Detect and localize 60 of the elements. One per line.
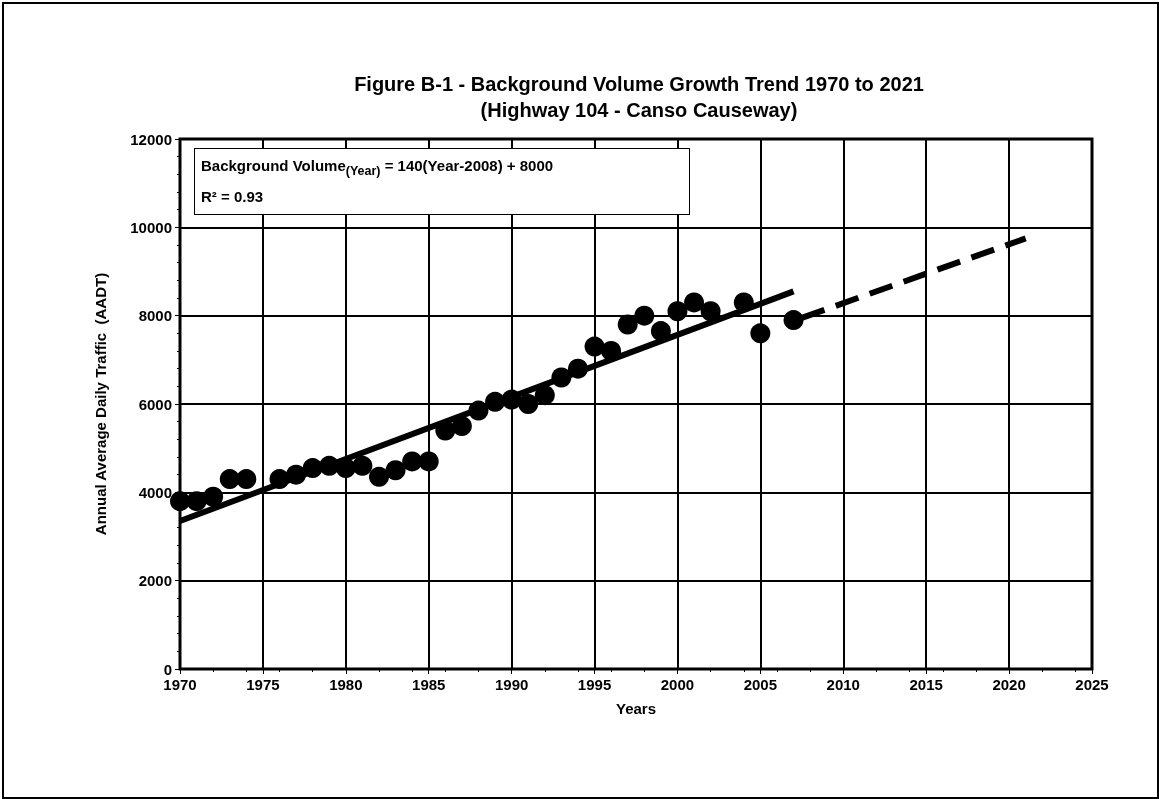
point xyxy=(667,301,688,322)
y-tick-label: 8000 xyxy=(138,307,172,325)
point xyxy=(567,358,588,379)
point xyxy=(485,391,506,412)
point xyxy=(783,310,804,331)
point xyxy=(302,458,323,479)
point xyxy=(733,292,754,313)
point xyxy=(750,323,771,344)
point xyxy=(203,486,224,507)
point xyxy=(468,400,489,421)
point xyxy=(418,451,439,472)
y-tick-label: 4000 xyxy=(138,483,172,501)
annotation: R² = 0.93 xyxy=(201,187,265,207)
point xyxy=(319,455,340,476)
y-tick-label: 2000 xyxy=(138,572,172,590)
point xyxy=(551,367,572,388)
point xyxy=(402,451,423,472)
point xyxy=(435,420,456,441)
x-tick-label: 1995 xyxy=(577,676,612,693)
x-tick-label: 1990 xyxy=(494,676,529,693)
point xyxy=(501,389,522,410)
point xyxy=(584,336,605,357)
y-tick-label: 6000 xyxy=(138,395,172,413)
x-tick-label: 1970 xyxy=(163,676,197,693)
x-tick-label: 1980 xyxy=(329,676,363,693)
point xyxy=(369,466,389,487)
x-tick-label: 1975 xyxy=(246,676,280,693)
point xyxy=(684,292,705,313)
y-tick-label: 10000 xyxy=(130,218,172,236)
point xyxy=(634,305,655,326)
point xyxy=(617,314,638,335)
point xyxy=(650,321,671,342)
point xyxy=(385,460,406,481)
point xyxy=(518,394,539,414)
point xyxy=(236,469,257,490)
equation-box: Background Volume$_{(Year)}$ = 140(Year-2008) + 8000 R² = 0.93 xyxy=(194,148,690,215)
chart-title: Figure B-1 - Background Volume Growth Trend 1970 to 2021 (Highway 104 - Canso Causeway) xyxy=(354,73,924,121)
point xyxy=(170,491,190,512)
point xyxy=(286,464,307,485)
x-tick-label: 2015 xyxy=(909,676,943,693)
point xyxy=(186,491,207,512)
y-axis-title: Annual Average Daily Traffic (AADT) xyxy=(92,272,109,536)
x-tick-label: 2005 xyxy=(743,676,778,693)
x-tick-label: 2000 xyxy=(660,676,695,693)
point xyxy=(451,416,472,437)
point xyxy=(219,469,240,490)
y-tick-label: 12000 xyxy=(130,130,172,148)
x-tick-label: 2025 xyxy=(1075,676,1109,693)
point xyxy=(352,455,373,476)
point xyxy=(269,469,290,490)
point xyxy=(700,301,721,322)
y-tick-label: 0 xyxy=(163,660,172,678)
point xyxy=(601,341,622,361)
x-tick-label: 2010 xyxy=(826,676,860,693)
x-tick-label: 2020 xyxy=(992,676,1026,693)
point xyxy=(534,385,555,406)
x-tick-label: 1985 xyxy=(412,676,446,693)
point xyxy=(335,458,356,479)
annotation: Background Volume$_{(Year)}$ = 140(Year-2008) + 8000 xyxy=(201,156,555,180)
x-axis-title: Years xyxy=(615,700,657,717)
